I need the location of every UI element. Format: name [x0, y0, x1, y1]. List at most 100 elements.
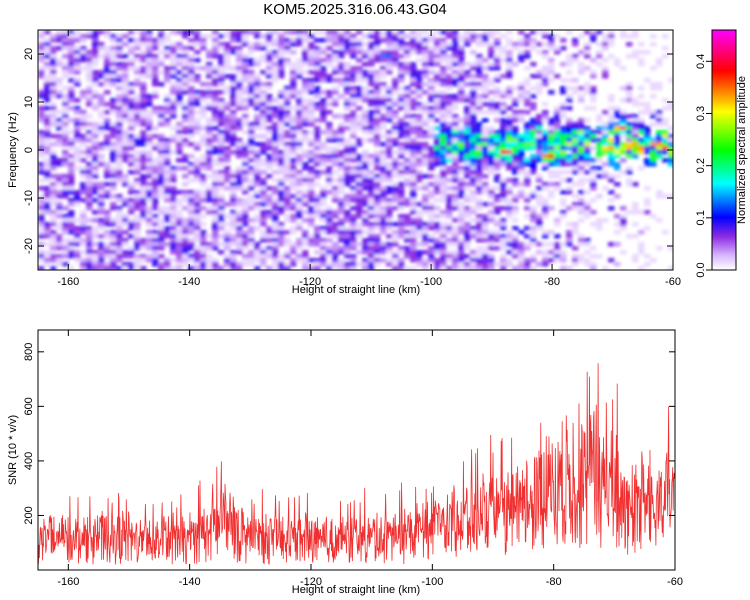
heatmap-cell: [272, 238, 279, 243]
heatmap-cell: [278, 162, 285, 167]
heatmap-cell: [578, 138, 585, 143]
heatmap-cell: [188, 30, 195, 35]
heatmap-cell: [230, 46, 237, 51]
heatmap-cell: [92, 234, 99, 239]
heatmap-cell: [116, 66, 123, 71]
heatmap-cell: [374, 138, 381, 143]
heatmap-cell: [404, 106, 411, 111]
heatmap-cell: [458, 54, 465, 59]
heatmap-cell: [38, 70, 45, 75]
heatmap-cell: [392, 114, 399, 119]
heatmap-cell: [152, 142, 159, 147]
heatmap-cell: [386, 134, 393, 139]
heatmap-cell: [116, 174, 123, 179]
heatmap-cell: [566, 178, 573, 183]
heatmap-cell: [116, 38, 123, 43]
heatmap-cell: [188, 210, 195, 215]
heatmap-cell: [620, 34, 627, 39]
heatmap-cell: [644, 210, 651, 215]
heatmap-cell: [476, 102, 483, 107]
heatmap-cell: [266, 70, 273, 75]
heatmap-cell: [350, 214, 357, 219]
heatmap-cell: [272, 146, 279, 151]
heatmap-cell: [86, 250, 93, 255]
heatmap-cell: [524, 266, 531, 270]
heatmap-cell: [236, 98, 243, 103]
heatmap-cell: [506, 66, 513, 71]
heatmap-cell: [332, 34, 339, 39]
heatmap-cell: [410, 130, 417, 135]
heatmap-cell: [254, 102, 261, 107]
heatmap-cell: [248, 146, 255, 151]
heatmap-cell: [218, 266, 225, 270]
heatmap-cell: [650, 158, 657, 163]
heatmap-cell: [596, 62, 603, 67]
heatmap-cell: [398, 134, 405, 139]
heatmap-cell: [404, 54, 411, 59]
heatmap-cell: [140, 162, 147, 167]
heatmap-cell: [350, 246, 357, 251]
heatmap-cell: [404, 94, 411, 99]
heatmap-cell: [104, 242, 111, 247]
heatmap-cell: [332, 234, 339, 239]
heatmap-cell: [188, 190, 195, 195]
heatmap-cell: [302, 106, 309, 111]
heatmap-cell: [158, 210, 165, 215]
heatmap-cell: [596, 158, 603, 163]
heatmap-cell: [272, 42, 279, 47]
heatmap-cell: [464, 226, 471, 231]
heatmap-cell: [224, 106, 231, 111]
heatmap-cell: [410, 186, 417, 191]
heatmap-cell: [524, 198, 531, 203]
heatmap-cell: [356, 74, 363, 79]
heatmap-cell: [428, 126, 435, 131]
heatmap-cell: [170, 114, 177, 119]
heatmap-cell: [368, 170, 375, 175]
heatmap-cell: [350, 34, 357, 39]
heatmap-cell: [326, 226, 333, 231]
heatmap-cell: [530, 158, 537, 163]
heatmap-cell: [86, 206, 93, 211]
heatmap-cell: [308, 266, 315, 270]
heatmap-cell: [452, 234, 459, 239]
heatmap-cell: [254, 194, 261, 199]
heatmap-cell: [362, 258, 369, 263]
heatmap-cell: [446, 42, 453, 47]
heatmap-cell: [422, 194, 429, 199]
heatmap-cell: [476, 142, 483, 147]
heatmap-cell: [374, 122, 381, 127]
heatmap-cell: [272, 226, 279, 231]
heatmap-cell: [398, 154, 405, 159]
heatmap-cell: [338, 62, 345, 67]
heatmap-cell: [332, 214, 339, 219]
heatmap-cell: [128, 106, 135, 111]
heatmap-cell: [554, 258, 561, 263]
heatmap-cell: [554, 142, 561, 147]
heatmap-cell: [380, 70, 387, 75]
heatmap-cell: [380, 98, 387, 103]
heatmap-cell: [440, 190, 447, 195]
heatmap-cell: [398, 86, 405, 91]
heatmap-cell: [176, 218, 183, 223]
heatmap-cell: [278, 198, 285, 203]
heatmap-cell: [308, 182, 315, 187]
heatmap-cell: [290, 186, 297, 191]
heatmap-cell: [476, 130, 483, 135]
heatmap-cell: [422, 66, 429, 71]
heatmap-cell: [560, 106, 567, 111]
heatmap-cell: [170, 258, 177, 263]
heatmap-cell: [368, 102, 375, 107]
heatmap-cell: [80, 142, 87, 147]
heatmap-cell: [386, 62, 393, 67]
heatmap-cell: [470, 146, 477, 151]
heatmap-cell: [404, 250, 411, 255]
heatmap-cell: [458, 266, 465, 270]
heatmap-cell: [284, 130, 291, 135]
heatmap-cell: [386, 222, 393, 227]
heatmap-cell: [380, 54, 387, 59]
heatmap-cell: [200, 178, 207, 183]
heatmap-cell: [50, 162, 57, 167]
heatmap-cell: [296, 222, 303, 227]
heatmap-cell: [194, 234, 201, 239]
heatmap-cell: [68, 182, 75, 187]
